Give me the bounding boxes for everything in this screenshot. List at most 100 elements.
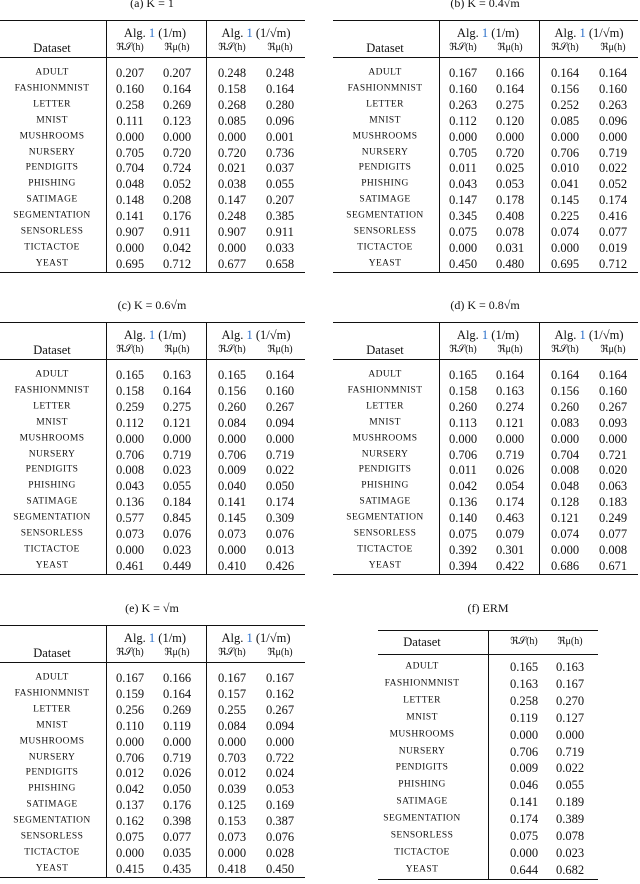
dataset-name: LETTER xyxy=(33,704,71,715)
cell: 0.706 xyxy=(448,447,478,462)
dataset-name: YEAST xyxy=(368,258,402,269)
cell: 0.111 xyxy=(116,113,144,128)
cell: 0.907 xyxy=(115,224,145,239)
cell: 0.275 xyxy=(162,399,192,414)
rule xyxy=(206,322,207,574)
cell: 0.000 xyxy=(550,431,580,446)
header-part: 1 xyxy=(148,327,156,342)
dataset-name: FASHIONMNIST xyxy=(14,83,90,94)
cell: 0.158 xyxy=(217,81,247,96)
cell: 0.022 xyxy=(265,463,295,478)
dataset-name: ADULT xyxy=(368,369,402,380)
cell: 0.162 xyxy=(265,686,295,701)
header-part: Alg. xyxy=(221,327,244,342)
header-part: 1 xyxy=(579,25,586,40)
group-header: Alg. 1 (1/√m) xyxy=(554,329,623,342)
dataset-name: ADULT xyxy=(368,67,402,78)
header-part: 1 xyxy=(481,327,489,342)
cell: 0.023 xyxy=(162,542,192,557)
cell: 0.260 xyxy=(448,399,478,414)
group-header: Alg. 1 (1/m) xyxy=(457,329,519,342)
cell: 0.075 xyxy=(115,829,145,844)
cell: 0.301 xyxy=(495,542,525,557)
header-part: Alg. xyxy=(554,327,577,342)
cell: 0.073 xyxy=(217,829,247,844)
cell: 0.389 xyxy=(555,811,585,826)
cell: 0.001 xyxy=(265,129,295,144)
cell: 0.084 xyxy=(217,415,247,430)
cell: 0.012 xyxy=(115,766,145,781)
cell: 0.163 xyxy=(495,383,525,398)
cell: 0.267 xyxy=(265,702,295,717)
cell: 0.705 xyxy=(115,145,145,160)
metric-header: ℜ𝒮(h) xyxy=(551,344,579,355)
cell: 0.000 xyxy=(115,129,145,144)
cell: 0.113 xyxy=(449,415,477,430)
column-header: Dataset xyxy=(366,342,404,357)
rule xyxy=(539,20,540,272)
cell: 0.079 xyxy=(495,526,525,541)
cell: 0.164 xyxy=(495,367,525,382)
dataset-name: TICTACTOE xyxy=(394,847,450,858)
group-header: Alg. 1 (1/m) xyxy=(457,27,519,40)
cell: 0.712 xyxy=(598,256,628,271)
cell: 0.000 xyxy=(265,734,295,749)
dataset-name: LETTER xyxy=(403,695,441,706)
rule xyxy=(0,359,305,360)
group-header: Alg. 1 (1/√m) xyxy=(221,329,290,342)
cell: 0.048 xyxy=(115,177,145,192)
header-part: 1 xyxy=(148,25,156,40)
cell: 0.000 xyxy=(448,431,478,446)
header-part: Alg. xyxy=(221,630,244,645)
cell: 0.686 xyxy=(550,558,580,573)
cell: 0.907 xyxy=(217,224,247,239)
header-part: (1/√m) xyxy=(255,25,291,40)
cell: 0.165 xyxy=(509,659,539,674)
metric-header: ℜ𝒮(h) xyxy=(218,647,246,658)
cell: 0.174 xyxy=(265,494,295,509)
dataset-name: SENSORLESS xyxy=(20,528,84,539)
cell: 0.163 xyxy=(509,676,539,691)
group-header: Alg. 1 (1/√m) xyxy=(221,27,290,40)
cell: 0.084 xyxy=(217,718,247,733)
dataset-name: SATIMAGE xyxy=(26,799,78,810)
dataset-name: NURSERY xyxy=(28,448,76,459)
cell: 0.119 xyxy=(510,710,538,725)
cell: 0.719 xyxy=(265,447,295,462)
column-header: Dataset xyxy=(403,634,441,649)
cell: 0.706 xyxy=(115,447,145,462)
cell: 0.040 xyxy=(217,479,247,494)
cell: 0.011 xyxy=(449,161,477,176)
cell: 0.157 xyxy=(217,686,247,701)
cell: 0.165 xyxy=(115,367,145,382)
header-part: (1/m) xyxy=(158,327,187,342)
dataset-name: MNIST xyxy=(406,711,438,722)
dataset-name: FASHIONMNIST xyxy=(347,385,423,396)
cell: 0.461 xyxy=(115,558,145,573)
cell: 0.695 xyxy=(115,256,145,271)
cell: 0.050 xyxy=(265,479,295,494)
cell: 0.008 xyxy=(115,463,145,478)
cell: 0.160 xyxy=(115,81,145,96)
dataset-name: LETTER xyxy=(33,401,71,412)
cell: 0.000 xyxy=(495,129,525,144)
cell: 0.682 xyxy=(555,862,585,877)
dataset-name: PHISHING xyxy=(361,480,409,491)
cell: 0.275 xyxy=(495,97,525,112)
cell: 0.720 xyxy=(162,145,192,160)
rule xyxy=(206,20,207,272)
cell: 0.000 xyxy=(550,129,580,144)
cell: 0.050 xyxy=(162,782,192,797)
cell: 0.706 xyxy=(115,750,145,765)
cell: 0.259 xyxy=(115,399,145,414)
column-header: Dataset xyxy=(33,40,71,55)
metric-header: ℜμ(h) xyxy=(164,647,190,658)
cell: 0.140 xyxy=(448,510,478,525)
dataset-name: PENDIGITS xyxy=(25,162,79,173)
cell: 0.121 xyxy=(550,510,580,525)
cell: 0.480 xyxy=(495,256,525,271)
cell: 0.026 xyxy=(162,766,192,781)
cell: 0.415 xyxy=(115,861,145,876)
dataset-name: NURSERY xyxy=(398,745,446,756)
cell: 0.705 xyxy=(448,145,478,160)
